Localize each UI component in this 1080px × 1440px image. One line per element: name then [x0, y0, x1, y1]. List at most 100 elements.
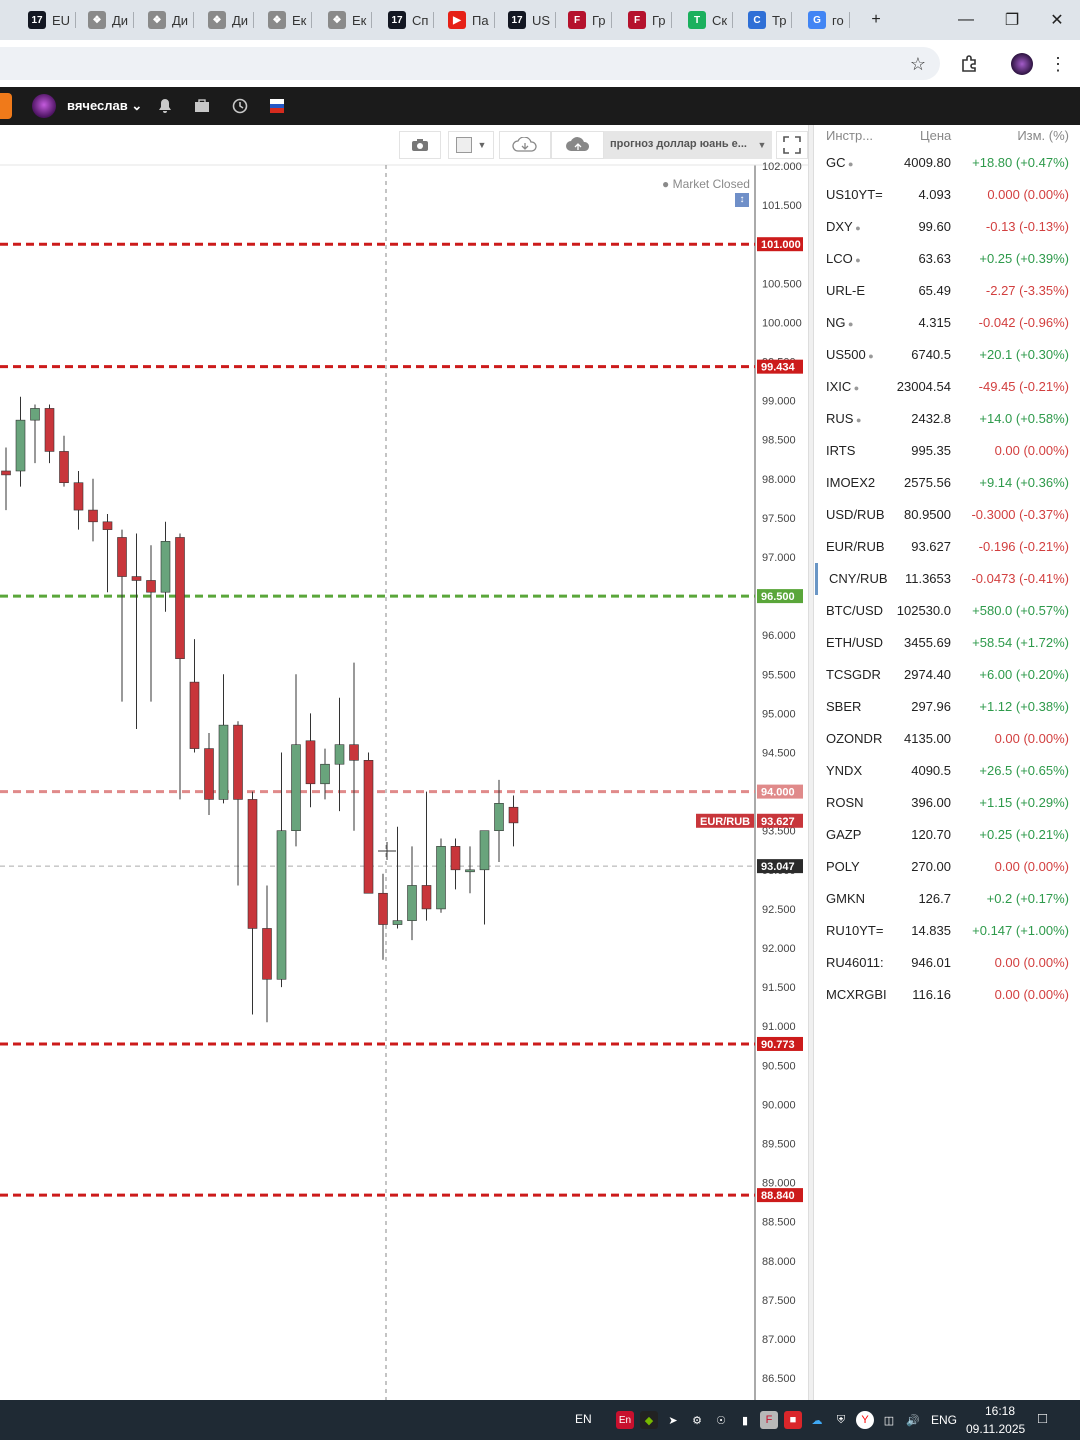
browser-tab[interactable]: ❖ Ди [148, 6, 195, 34]
logo-tab[interactable] [0, 93, 12, 119]
browser-tab[interactable]: F Гр [568, 6, 612, 34]
watchlist-row[interactable]: ETH/USD 3455.69 +58.54 (+1.72%) [815, 627, 1080, 659]
cloud-upload-icon[interactable] [551, 131, 604, 159]
watchlist-row[interactable]: BTC/USD 102530.0 +580.0 (+0.57%) [815, 595, 1080, 627]
current-price-label: 93.627 [761, 816, 795, 828]
instrument-ticker: TCSGDR [826, 667, 881, 682]
watchlist-row[interactable]: RU46011: 946.01 0.00 (0.00%) [815, 947, 1080, 979]
header-price[interactable]: Цена [920, 128, 952, 143]
app-icon[interactable]: ☉ [716, 1414, 726, 1427]
microphone-icon[interactable]: ▮ [741, 1414, 749, 1427]
fullscreen-icon[interactable] [776, 131, 808, 159]
finam-tray-icon[interactable]: F [760, 1411, 778, 1429]
info-icon[interactable]: ↕ [735, 193, 749, 207]
watchlist-row[interactable]: LCO ● 63.63 +0.25 (+0.39%) [815, 243, 1080, 275]
steam-icon[interactable]: ⚙ [692, 1414, 702, 1427]
notification-icon[interactable]: □ [1038, 1410, 1048, 1427]
browser-tab[interactable]: ❖ Ди [208, 6, 255, 34]
forecast-select[interactable]: прогноз доллар юань е... [604, 131, 770, 159]
watchlist-row[interactable]: ROSN 396.00 +1.15 (+0.29%) [815, 787, 1080, 819]
watchlist-row[interactable]: US500 ● 6740.5 +20.1 (+0.30%) [815, 339, 1080, 371]
candle-body [436, 846, 446, 910]
watchlist-row[interactable]: USD/RUB 80.9500 -0.3000 (-0.37%) [815, 499, 1080, 531]
browser-tab[interactable]: ❖ Ек [268, 6, 313, 34]
browser-tab[interactable]: ❖ Ек [328, 6, 373, 34]
flag-icon[interactable] [270, 99, 284, 113]
browser-tab[interactable]: 17 EU [28, 6, 77, 34]
puntoswitcher-icon[interactable]: En [616, 1411, 634, 1429]
bookmark-star-icon[interactable]: ☆ [909, 53, 927, 74]
cloud-tray-icon[interactable]: ☁ [811, 1414, 823, 1427]
header-instrument[interactable]: Инстр... [826, 128, 874, 143]
menu-kebab-icon[interactable]: ⋮ [1049, 53, 1067, 74]
chrome-c-icon: C [748, 11, 766, 29]
watchlist-row[interactable]: DXY ● 99.60 -0.13 (-0.13%) [815, 211, 1080, 243]
instrument-ticker: IXIC [826, 379, 852, 394]
watchlist-row[interactable]: GC ● 4009.80 +18.80 (+0.47%) [815, 147, 1080, 179]
username-menu[interactable]: вячеслав ⌄ [67, 98, 143, 113]
profile-avatar[interactable] [1010, 52, 1034, 76]
browser-tab[interactable]: F Гр [628, 6, 672, 34]
watchlist-row[interactable]: IXIC ● 23004.54 -49.45 (-0.21%) [815, 371, 1080, 403]
browser-tab[interactable]: ❖ Ди [88, 6, 135, 34]
y-tick-label: 100.500 [762, 278, 802, 290]
clock-date[interactable]: 09.11.2025 [966, 1422, 1026, 1436]
watchlist-row[interactable]: POLY 270.00 0.00 (0.00%) [815, 851, 1080, 883]
watchlist-row[interactable]: SBER 297.96 +1.12 (+0.38%) [815, 691, 1080, 723]
extensions-icon[interactable] [957, 52, 981, 76]
watchlist-row[interactable]: NG ● 4.315 -0.042 (-0.96%) [815, 307, 1080, 339]
y-tick-label: 87.500 [762, 1295, 796, 1307]
network-icon[interactable]: ◫ [883, 1414, 895, 1427]
panel-splitter[interactable] [808, 125, 814, 1400]
chart-canvas[interactable]: 86.500 87.000 87.500 88.000 88.500 89.000 89.5… [0, 125, 808, 1400]
price-chart[interactable]: 86.500 87.000 87.500 88.000 88.500 89.000 89.5… [0, 125, 808, 1400]
instrument-price: 65.49 [918, 283, 951, 298]
url-input[interactable] [0, 47, 940, 80]
browser-tab[interactable]: 17 Сп [388, 6, 435, 34]
cloud-download-icon[interactable] [499, 131, 551, 159]
watchlist-row[interactable]: YNDX 4090.5 +26.5 (+0.65%) [815, 755, 1080, 787]
telegram-icon[interactable]: ➤ [668, 1414, 678, 1427]
watchlist-row[interactable]: US10YT= 4.093 0.000 (0.00%) [815, 179, 1080, 211]
volume-icon[interactable]: 🔊 [906, 1414, 920, 1427]
screenshot-camera-icon[interactable] [399, 131, 441, 159]
browser-tab[interactable]: ▶ Па [448, 6, 495, 34]
watchlist-row[interactable]: OZONDR 4135.00 0.00 (0.00%) [815, 723, 1080, 755]
watchlist-row[interactable]: CNY/RUB 11.3653 -0.0473 (-0.41%) [815, 563, 1080, 595]
watchlist-row[interactable]: URL-E 65.49 -2.27 (-3.35%) [815, 275, 1080, 307]
tab-separator [75, 12, 77, 28]
watchlist-row[interactable]: TCSGDR 2974.40 +6.00 (+0.20%) [815, 659, 1080, 691]
clock-time[interactable]: 16:18 [984, 1404, 1016, 1418]
briefcase-icon[interactable] [191, 95, 213, 117]
watchlist-row[interactable]: MCXRGBI 116.16 0.00 (0.00%) [815, 979, 1080, 1011]
watchlist-row[interactable]: IRTS 995.35 0.00 (0.00%) [815, 435, 1080, 467]
antivirus-icon[interactable]: ■ [784, 1411, 802, 1429]
watchlist-row[interactable]: GAZP 120.70 +0.25 (+0.21%) [815, 819, 1080, 851]
user-avatar[interactable] [32, 94, 56, 118]
header-change[interactable]: Изм. (%) [1017, 128, 1069, 143]
bell-icon[interactable] [154, 95, 176, 117]
close-window-icon[interactable]: ✕ [1050, 12, 1064, 29]
minimize-icon[interactable]: — [958, 11, 974, 28]
watchlist-row[interactable]: GMKN 126.7 +0.2 (+0.17%) [815, 883, 1080, 915]
browser-tab[interactable]: T Ск [688, 6, 734, 34]
bulls-bears-icon: ❖ [208, 11, 226, 29]
new-tab-button[interactable]: + [871, 11, 881, 28]
watchlist-row[interactable]: EUR/RUB 93.627 -0.196 (-0.21%) [815, 531, 1080, 563]
nvidia-icon[interactable]: ◆ [640, 1411, 658, 1429]
color-picker-button[interactable]: ▼ [448, 131, 494, 159]
browser-tab[interactable]: C Тр [748, 6, 793, 34]
keyboard-language[interactable]: ENG [931, 1413, 958, 1427]
shield-icon[interactable]: ⛨ [836, 1413, 846, 1426]
browser-tab[interactable]: 17 US [508, 6, 557, 34]
clock-icon[interactable] [229, 95, 251, 117]
yandex-icon[interactable]: Y [856, 1411, 874, 1429]
input-language[interactable]: EN [575, 1412, 592, 1426]
watchlist-row[interactable]: IMOEX2 2575.56 +9.14 (+0.36%) [815, 467, 1080, 499]
watchlist-row[interactable]: RU10YT= 14.835 +0.147 (+1.00%) [815, 915, 1080, 947]
chevron-down-icon[interactable]: ▼ [752, 131, 772, 159]
crosshair-price-tag [757, 859, 803, 874]
restore-icon[interactable]: ❐ [1004, 12, 1020, 29]
watchlist-row[interactable]: RUS ● 2432.8 +14.0 (+0.58%) [815, 403, 1080, 435]
